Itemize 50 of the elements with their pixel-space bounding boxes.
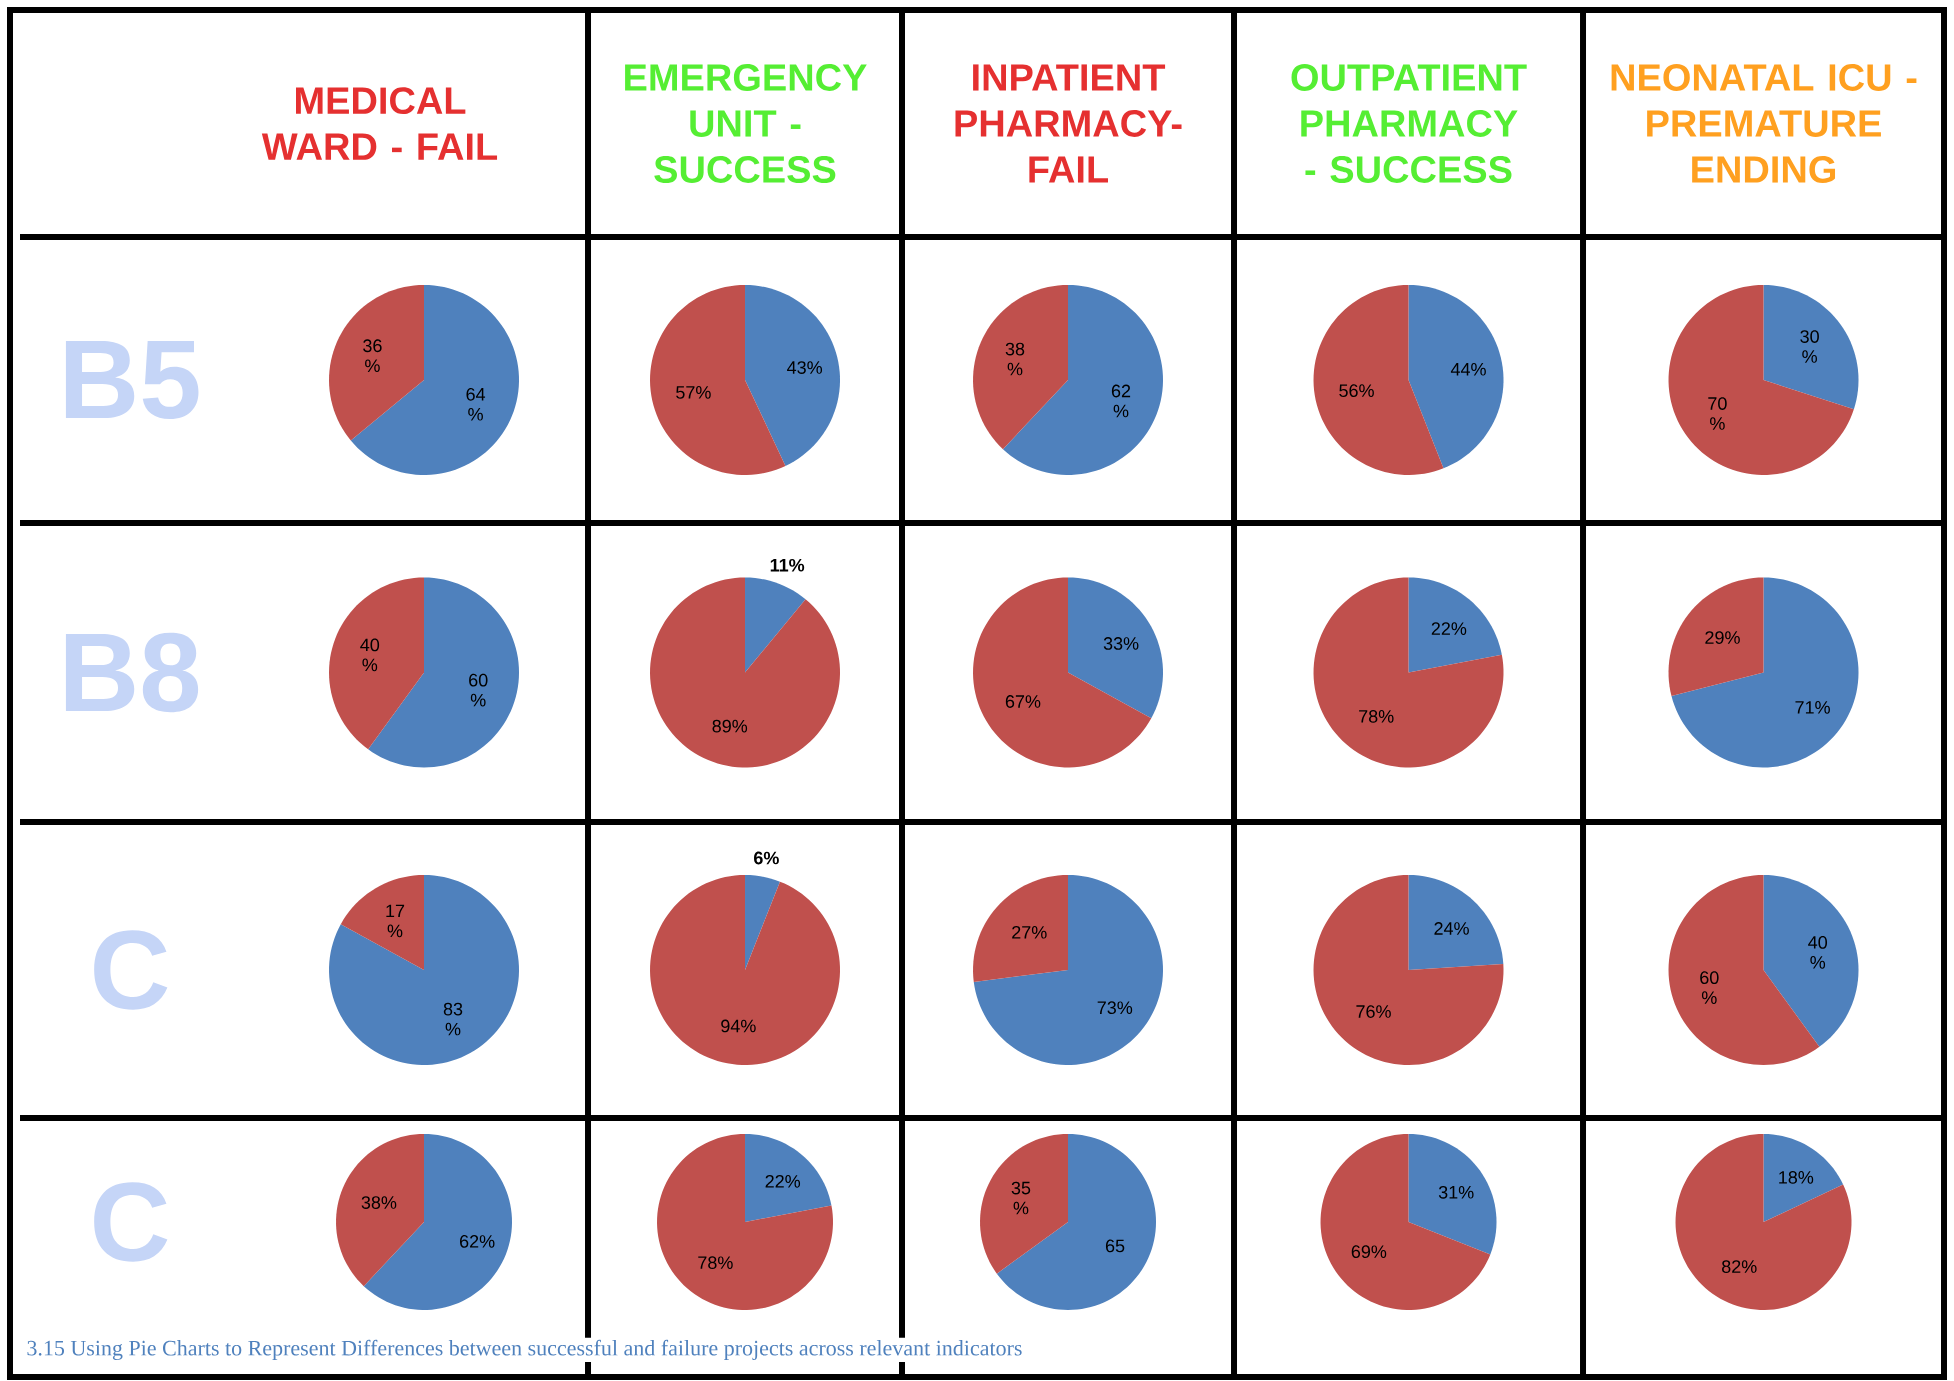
chart-title: NEONATAL ICU - PREMATURE ENDING xyxy=(1611,64,1917,183)
data-label: 24% xyxy=(1434,922,1469,935)
data-label: 22% xyxy=(1431,622,1467,635)
data-label: 78% xyxy=(1359,710,1394,723)
data-label: 33% xyxy=(1103,637,1139,650)
chart-title: MEDICAL WARD - FAIL xyxy=(261,87,498,160)
data-label: 17 % xyxy=(386,904,405,938)
data-label: 71% xyxy=(1795,701,1830,714)
data-label: 44% xyxy=(1450,363,1486,376)
data-label: 57% xyxy=(676,386,711,399)
data-label: 27% xyxy=(1012,925,1047,939)
data-label: 38 % xyxy=(1005,342,1025,376)
data-label: 60 % xyxy=(1700,971,1719,1004)
text: B5 xyxy=(65,340,199,420)
data-label: 73% xyxy=(1097,1001,1133,1015)
data-label: 40 % xyxy=(1808,936,1828,969)
data-label: 36 % xyxy=(363,339,382,373)
data-label: 64 % xyxy=(466,387,486,421)
chart-title: OUTPATIENT PHARMACY - SUCCESS xyxy=(1291,64,1527,183)
text: 3.15 Using Pie Charts to Represent Differences between successful and failure projects across relevant indicators xyxy=(27,1339,1022,1361)
data-label: 31% xyxy=(1438,1185,1474,1199)
data-label: 18% xyxy=(1779,1171,1814,1184)
text: B8 xyxy=(65,632,199,713)
text: C xyxy=(94,930,168,1010)
data-label: 76% xyxy=(1356,1005,1391,1018)
data-label: 40 % xyxy=(360,638,380,672)
data-label: 35 % xyxy=(1011,1181,1031,1215)
chart-title: INPATIENT PHARMACY- FAIL xyxy=(955,64,1182,183)
data-label: 60 % xyxy=(469,673,488,707)
data-label: 82% xyxy=(1722,1260,1757,1273)
data-label: 78% xyxy=(698,1256,733,1270)
data-label: 22% xyxy=(765,1174,801,1188)
chart-title: EMERGENCY UNIT - SUCCESS xyxy=(625,64,867,183)
data-label: 62 % xyxy=(1111,384,1131,418)
data-label: 29% xyxy=(1705,631,1740,644)
data-label: 43% xyxy=(787,361,823,374)
data-label: 70 % xyxy=(1708,397,1727,430)
data-label: 83 % xyxy=(443,1002,463,1036)
data-label: 94% xyxy=(721,1019,756,1033)
data-label: 30 % xyxy=(1800,330,1819,363)
data-label: 6% xyxy=(754,851,779,865)
data-label: 69% xyxy=(1351,1245,1387,1259)
data-label: 38% xyxy=(361,1196,397,1209)
data-label: 56% xyxy=(1339,384,1374,398)
data-label: 67% xyxy=(1005,695,1041,708)
text: C xyxy=(94,1182,168,1262)
data-label: 65 xyxy=(1105,1239,1125,1253)
data-label: 62% xyxy=(460,1235,495,1248)
data-label: 89% xyxy=(712,719,748,733)
data-label: 11% xyxy=(770,558,805,572)
